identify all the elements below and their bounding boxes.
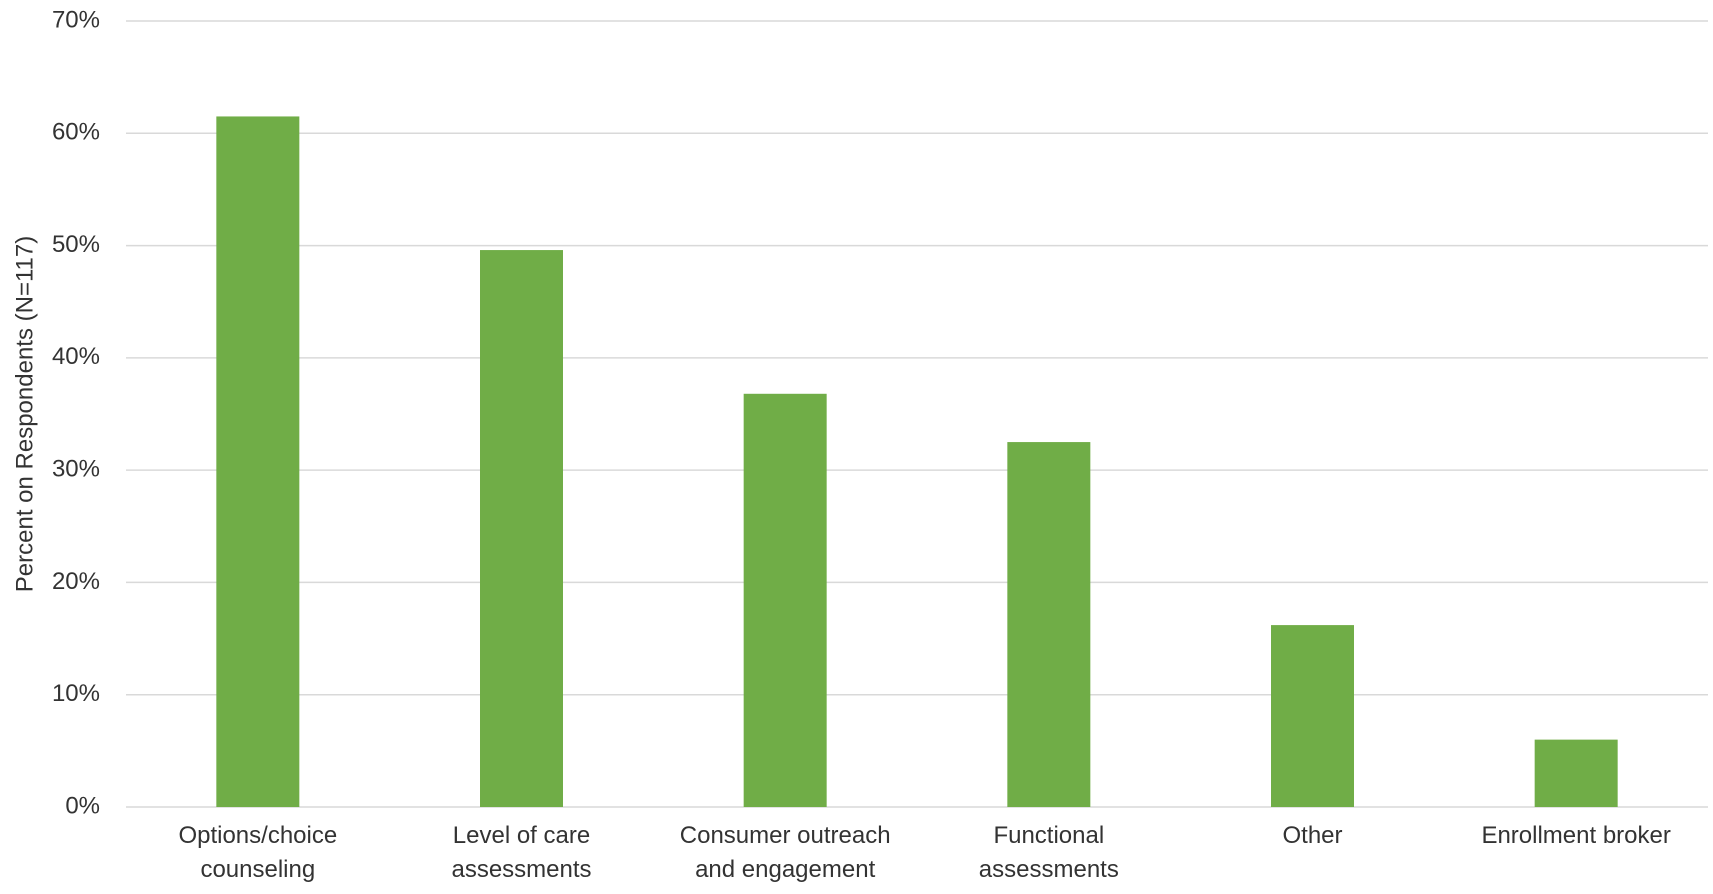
x-tick-label: Level of care assessments bbox=[451, 822, 592, 883]
x-tick-label: Other bbox=[1282, 822, 1343, 849]
y-tick-label: 40% bbox=[52, 343, 100, 370]
bar bbox=[1007, 442, 1091, 807]
bar bbox=[1534, 739, 1618, 807]
x-tick-label: Functional assessments bbox=[978, 822, 1119, 883]
x-tick-label: Options/choice counseling bbox=[178, 822, 338, 883]
x-tick-label: Enrollment broker bbox=[1481, 822, 1671, 849]
y-tick-label: 20% bbox=[52, 568, 100, 595]
x-tick-label: Consumer outreach and engagement bbox=[679, 822, 891, 883]
bar bbox=[743, 393, 827, 807]
y-tick-label: 60% bbox=[52, 119, 100, 146]
y-tick-label: 10% bbox=[52, 680, 100, 707]
bar bbox=[216, 116, 300, 807]
y-tick-label: 50% bbox=[52, 231, 100, 258]
bar bbox=[480, 250, 563, 807]
y-axis-label: Percent on Respondents (N=117) bbox=[11, 236, 38, 592]
y-tick-label: 0% bbox=[65, 792, 100, 819]
y-tick-label: 30% bbox=[52, 455, 100, 482]
bar bbox=[1271, 625, 1354, 807]
y-tick-label: 70% bbox=[52, 6, 100, 33]
